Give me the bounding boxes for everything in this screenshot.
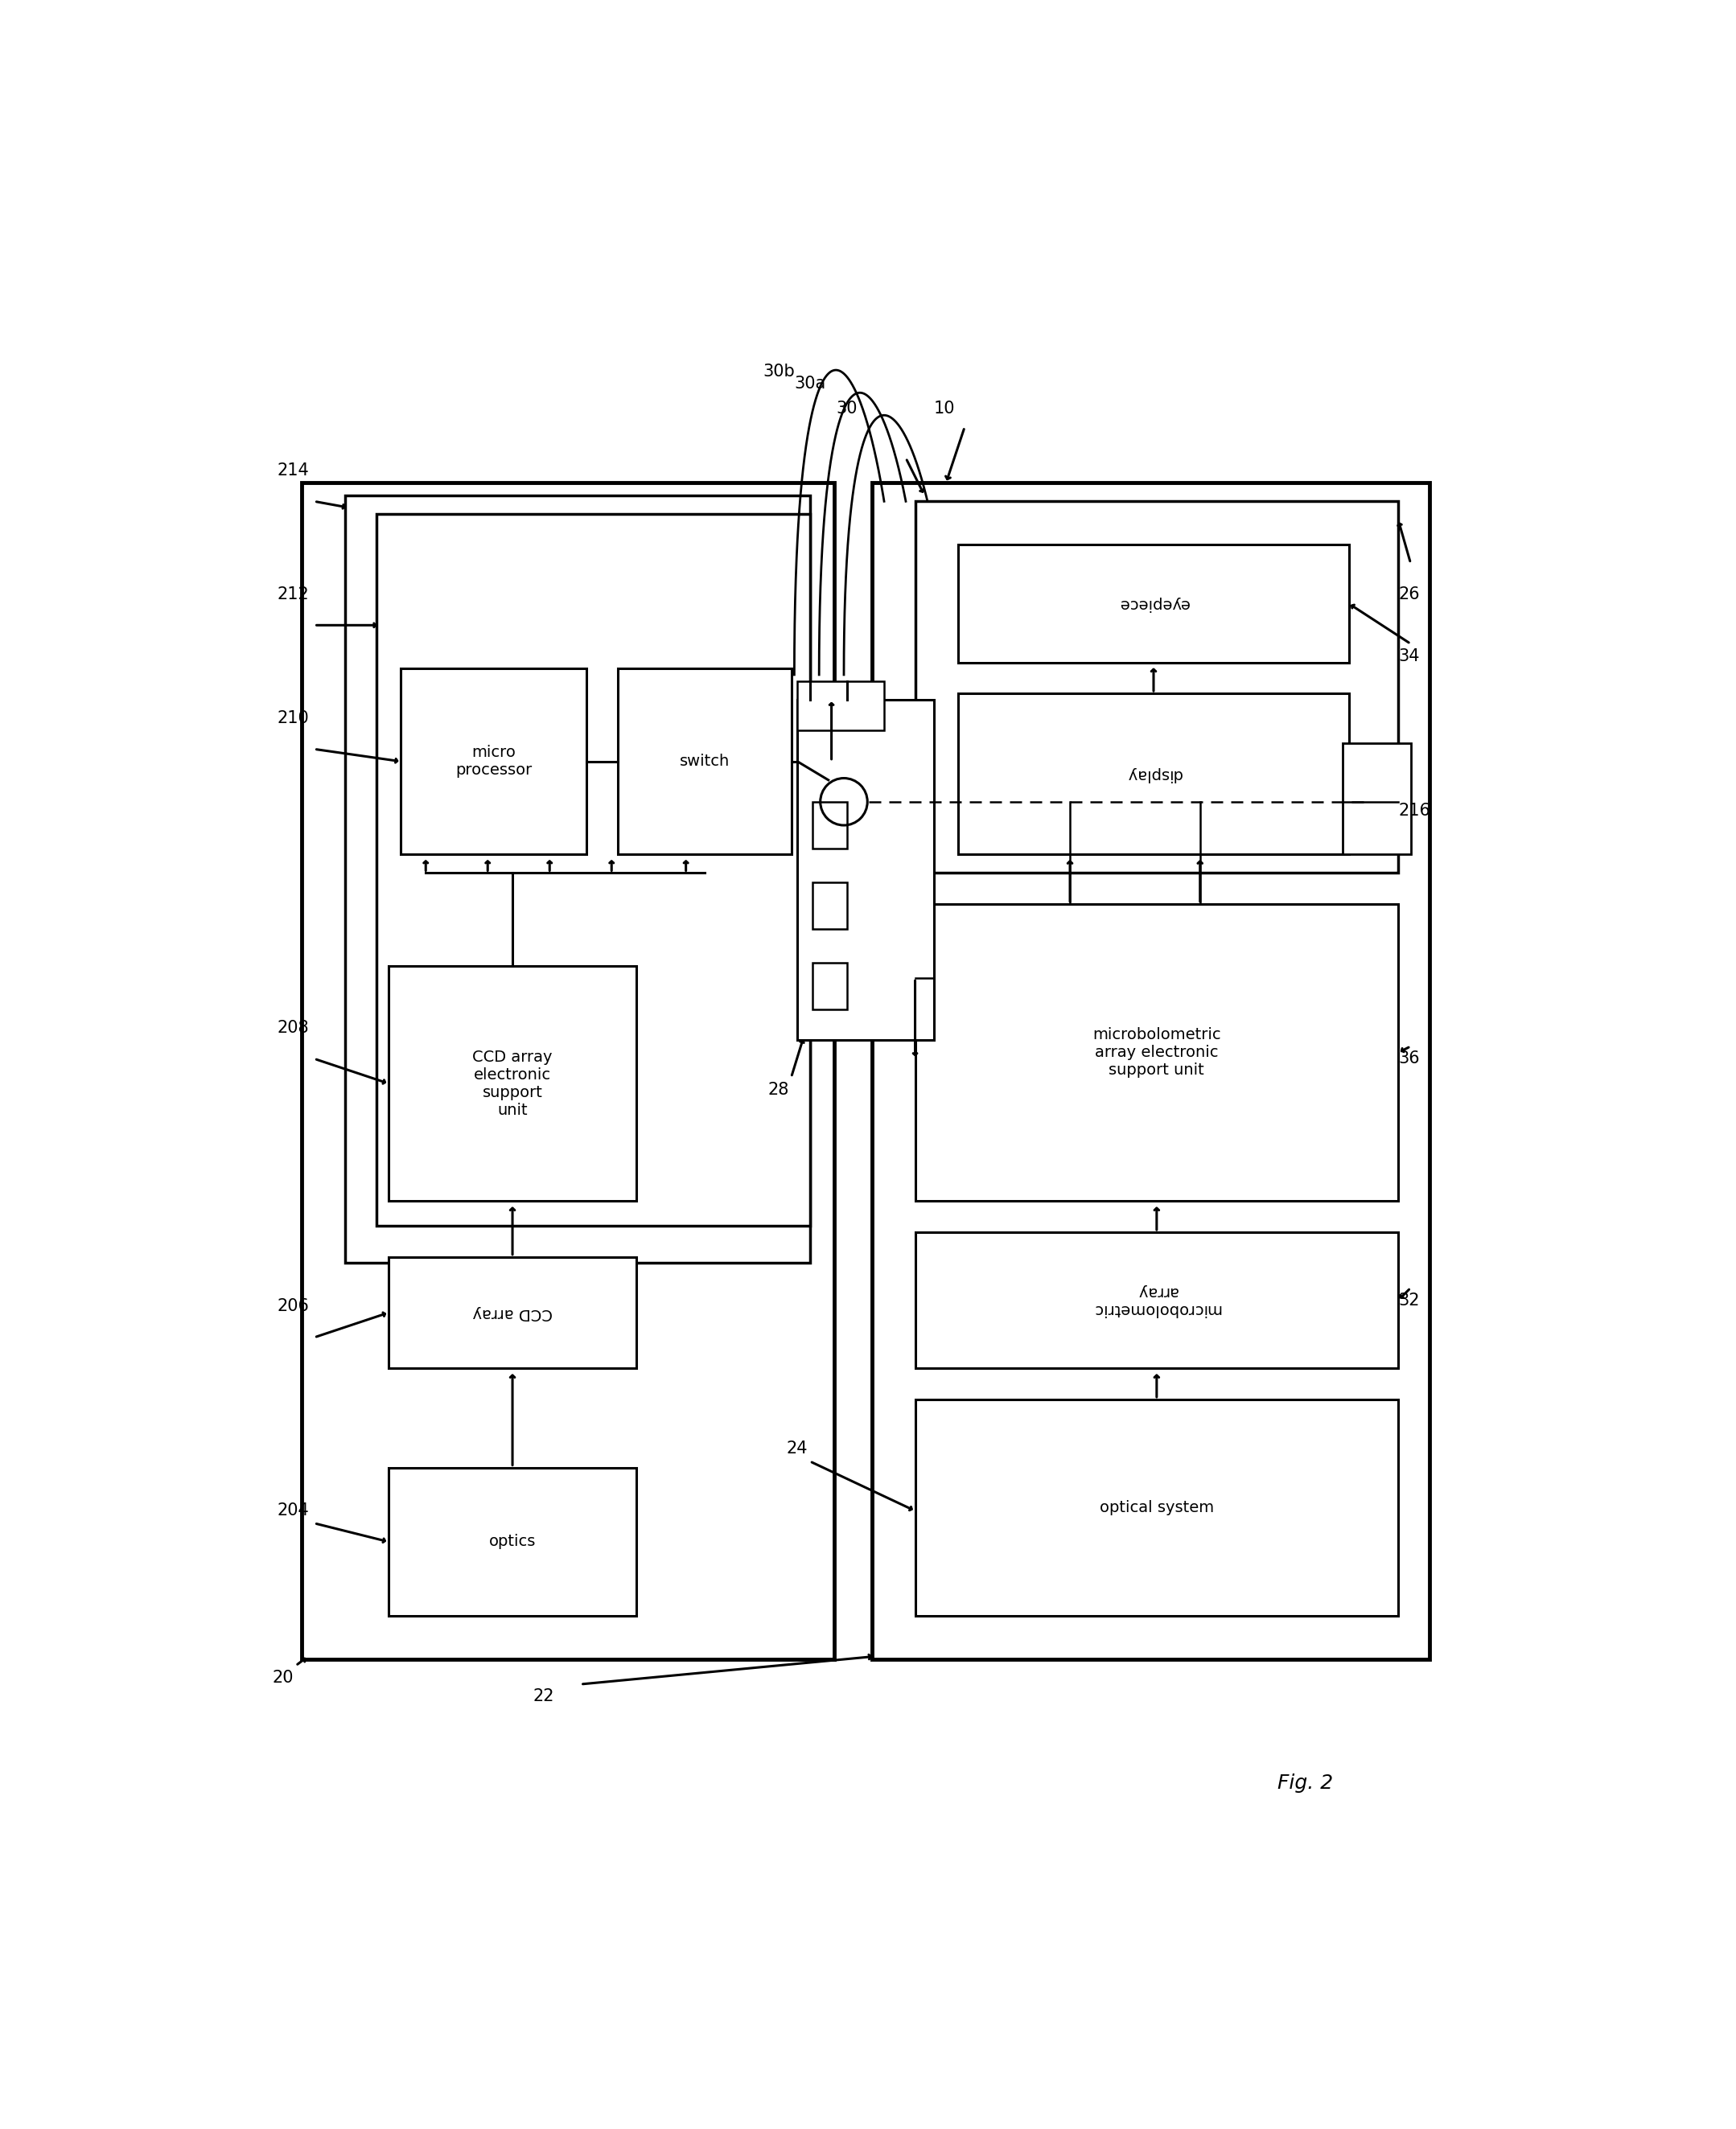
Text: optical system: optical system bbox=[1099, 1501, 1213, 1516]
Text: 30a: 30a bbox=[793, 375, 826, 392]
Text: display: display bbox=[1125, 766, 1182, 781]
Text: CCD array: CCD array bbox=[472, 1305, 552, 1320]
Bar bbox=[797, 700, 934, 1041]
Bar bbox=[812, 962, 847, 1009]
Bar bbox=[389, 1467, 637, 1616]
Text: 212: 212 bbox=[278, 585, 309, 603]
Bar bbox=[958, 694, 1349, 854]
Text: 204: 204 bbox=[278, 1503, 309, 1518]
Bar bbox=[302, 483, 835, 1658]
Text: microbolometric
array electronic
support unit: microbolometric array electronic support… bbox=[1092, 1026, 1220, 1077]
Bar bbox=[915, 1233, 1397, 1369]
Bar bbox=[389, 1256, 637, 1369]
Bar bbox=[915, 905, 1397, 1201]
Text: eyepiece: eyepiece bbox=[1118, 596, 1189, 611]
Text: 214: 214 bbox=[278, 462, 309, 479]
Text: 28: 28 bbox=[769, 1082, 790, 1099]
Bar bbox=[618, 669, 792, 854]
Text: CCD array
electronic
support
unit: CCD array electronic support unit bbox=[472, 1050, 552, 1118]
Text: 206: 206 bbox=[278, 1299, 309, 1314]
Bar bbox=[915, 1399, 1397, 1616]
Text: switch: switch bbox=[679, 754, 729, 769]
Text: 210: 210 bbox=[278, 711, 309, 726]
Bar bbox=[377, 513, 809, 1226]
Bar bbox=[812, 803, 847, 847]
Bar bbox=[345, 496, 809, 1262]
Text: 30: 30 bbox=[837, 400, 858, 417]
Text: 216: 216 bbox=[1397, 803, 1430, 820]
Text: microbolometric
array: microbolometric array bbox=[1092, 1284, 1220, 1316]
Text: 10: 10 bbox=[934, 400, 955, 417]
Text: 34: 34 bbox=[1397, 647, 1420, 664]
Bar bbox=[797, 681, 884, 730]
Bar bbox=[958, 545, 1349, 662]
Bar bbox=[401, 669, 587, 854]
Text: optics: optics bbox=[490, 1535, 536, 1550]
Text: Fig. 2: Fig. 2 bbox=[1278, 1773, 1333, 1793]
Text: 22: 22 bbox=[533, 1688, 554, 1705]
Bar bbox=[812, 881, 847, 928]
Bar bbox=[871, 483, 1429, 1658]
Text: 20: 20 bbox=[273, 1669, 293, 1686]
Text: 24: 24 bbox=[786, 1441, 807, 1456]
Text: 26: 26 bbox=[1397, 585, 1420, 603]
Text: micro
processor: micro processor bbox=[455, 745, 533, 777]
Text: 30b: 30b bbox=[762, 364, 795, 379]
Text: 36: 36 bbox=[1397, 1052, 1420, 1067]
Text: 32: 32 bbox=[1397, 1292, 1420, 1309]
Text: 208: 208 bbox=[278, 1020, 309, 1037]
Bar bbox=[1342, 743, 1411, 854]
Bar bbox=[915, 500, 1397, 873]
Bar bbox=[389, 967, 637, 1201]
